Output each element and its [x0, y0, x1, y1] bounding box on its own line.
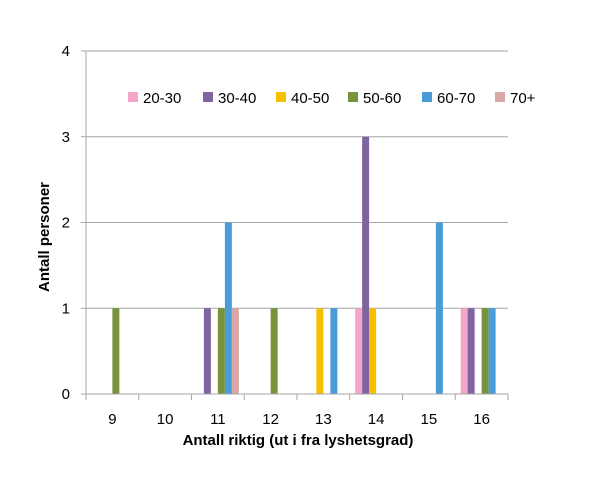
bar-50-60-12	[270, 308, 278, 394]
legend: 20-30 30-40 40-50 50-60 60-70 70+	[128, 90, 536, 107]
bar-30-40-11	[203, 308, 211, 394]
bar-20-30-14	[355, 308, 363, 394]
bar-60-70-13	[330, 308, 338, 394]
y-tick-labels: 0 1 2 3 4	[62, 43, 70, 403]
legend-swatch-20-30	[128, 92, 138, 102]
legend-swatch-70+	[495, 92, 505, 102]
bar-70+-11	[231, 308, 239, 394]
bar-40-50-14	[369, 308, 377, 394]
legend-label-30-40: 30-40	[218, 90, 256, 107]
bar-40-50-13	[316, 308, 324, 394]
bar-30-40-14	[362, 136, 370, 394]
y-axis-title: Antall personer	[36, 182, 53, 292]
x-tick-label: 15	[421, 411, 438, 428]
x-tick-label: 10	[157, 411, 174, 428]
x-axis-title: Antall riktig (ut i fra lyshetsgrad)	[183, 432, 414, 449]
legend-label-40-50: 40-50	[291, 90, 329, 107]
x-tick-label: 12	[262, 411, 279, 428]
bars	[112, 136, 496, 394]
legend-label-60-70: 60-70	[437, 90, 475, 107]
legend-swatch-40-50	[276, 92, 286, 102]
x-tick-label: 14	[368, 411, 385, 428]
bar-50-60-11	[217, 308, 225, 394]
legend-swatch-60-70	[422, 92, 432, 102]
bar-60-70-16	[488, 308, 496, 394]
legend-label-70+: 70+	[510, 90, 536, 107]
x-tick-label: 13	[315, 411, 332, 428]
y-tick-label: 2	[62, 215, 70, 232]
bar-60-70-15	[435, 222, 443, 394]
axes	[85, 51, 509, 400]
y-tick-label: 0	[62, 386, 70, 403]
legend-label-50-60: 50-60	[363, 90, 401, 107]
bar-50-60-16	[481, 308, 489, 394]
y-tick-label: 3	[62, 129, 70, 146]
x-tick-label: 9	[108, 411, 116, 428]
y-tick-label: 4	[62, 43, 70, 60]
legend-swatch-30-40	[203, 92, 213, 102]
x-tick-label: 16	[473, 411, 490, 428]
legend-label-20-30: 20-30	[143, 90, 181, 107]
legend-swatch-50-60	[348, 92, 358, 102]
x-tick-label: 11	[210, 411, 226, 428]
y-tick-label: 1	[62, 300, 70, 317]
bar-30-40-16	[467, 308, 475, 394]
bar-20-30-16	[460, 308, 468, 394]
x-tick-labels: 9 10 11 12 13 14 15 16	[108, 411, 490, 428]
bar-50-60-9	[112, 308, 120, 394]
bar-60-70-11	[224, 222, 232, 394]
